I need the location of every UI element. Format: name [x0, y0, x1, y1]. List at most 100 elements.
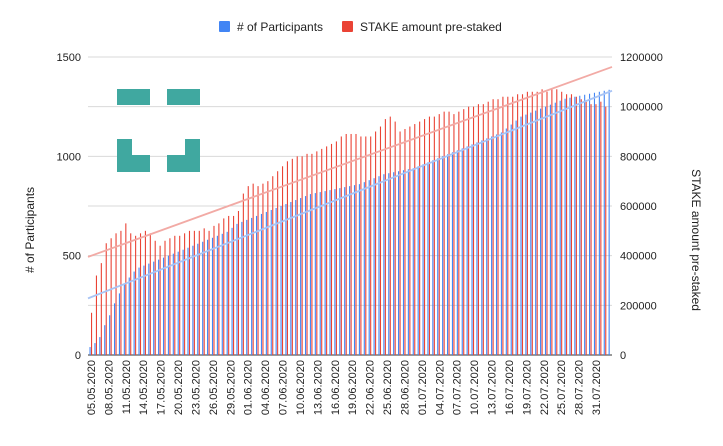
participants-bar	[383, 174, 385, 355]
stake-bar	[169, 238, 171, 355]
participants-bar	[442, 156, 444, 355]
stake-bar	[546, 91, 548, 356]
participants-bar	[461, 148, 463, 355]
right-tick-label: 1000000	[620, 102, 663, 114]
stake-bar	[360, 136, 362, 355]
participants-bar	[158, 259, 160, 355]
participants-bar	[368, 180, 370, 355]
participants-bar	[402, 170, 405, 355]
stake-bar	[414, 124, 416, 355]
stake-bar	[139, 233, 142, 355]
logo-bar-right	[167, 89, 200, 105]
x-tick-label: 28.07.2020	[574, 360, 586, 415]
stake-bar	[350, 133, 352, 355]
stake-bar	[566, 94, 568, 355]
x-tick-label: 31.07.2020	[591, 360, 603, 415]
stake-bar	[384, 119, 386, 355]
participants-bar	[285, 204, 287, 355]
participants-bar	[417, 166, 419, 355]
participants-bar	[466, 146, 468, 355]
stake-bar	[570, 94, 573, 355]
participants-bar	[207, 239, 209, 355]
participants-bar	[265, 211, 267, 355]
stake-bar	[188, 230, 191, 355]
stake-bar	[379, 126, 382, 355]
x-tick-label: 19.07.2020	[521, 360, 533, 415]
participants-bar	[94, 343, 96, 355]
participants-bar	[304, 196, 307, 355]
stake-bar	[208, 230, 210, 355]
stake-bar	[174, 235, 176, 355]
participants-bar	[329, 190, 331, 355]
stake-bar	[242, 193, 244, 355]
series-participants	[89, 89, 610, 356]
stake-bar	[517, 94, 519, 355]
participants-bar	[295, 200, 297, 355]
participants-bar	[486, 138, 488, 355]
legend-label-participants: # of Participants	[237, 20, 323, 34]
participants-bar	[569, 97, 571, 355]
stake-bar	[262, 183, 264, 355]
participants-bar	[451, 152, 453, 355]
participants-bar	[373, 178, 375, 355]
participants-bar	[505, 128, 507, 355]
participants-bar	[172, 253, 174, 355]
logo-corner-right	[167, 139, 200, 172]
x-tick-label: 04.07.2020	[434, 360, 446, 415]
participants-bar	[525, 114, 527, 355]
stake-bar	[389, 116, 391, 355]
x-tick-label: 01.07.2020	[417, 360, 429, 415]
stake-bar	[149, 233, 151, 355]
participants-bar	[182, 249, 184, 355]
participants-bar	[515, 120, 517, 355]
participants-bar	[339, 188, 341, 355]
right-axis-title: STAKE amount pre-staked	[689, 169, 703, 311]
x-tick-label: 22.07.2020	[539, 360, 551, 415]
left-tick-label: 500	[63, 251, 81, 263]
x-tick-label: 13.07.2020	[487, 360, 499, 415]
participants-bar	[128, 277, 130, 355]
stake-bar	[115, 233, 117, 355]
x-tick-label: 25.07.2020	[556, 360, 568, 415]
participants-bar	[603, 90, 605, 356]
participants-bar	[363, 182, 365, 355]
stake-bar	[154, 240, 156, 355]
stake-bar	[198, 230, 200, 355]
stake-bar	[468, 106, 470, 355]
participants-bar	[554, 102, 556, 355]
stake-bar	[203, 228, 205, 355]
participants-bar	[544, 106, 547, 355]
stake-trendline	[87, 66, 613, 258]
participants-bar	[113, 303, 116, 355]
stake-bar	[424, 119, 426, 355]
x-tick-label: 10.06.2020	[295, 360, 307, 415]
stake-bar	[536, 91, 538, 356]
stake-bar	[561, 91, 563, 356]
x-tick-label: 04.06.2020	[260, 360, 272, 415]
legend-swatch-stake	[342, 21, 353, 32]
logo-bar-left	[117, 89, 150, 105]
participants-bar	[123, 283, 125, 355]
stake-bar	[458, 111, 460, 355]
x-tick-label: 20.05.2020	[173, 360, 185, 415]
stake-bar	[443, 111, 445, 355]
stake-bar	[492, 99, 494, 355]
stake-bar	[213, 225, 215, 355]
stake-bar	[355, 133, 357, 355]
participants-bar	[520, 116, 522, 355]
participants-bar	[559, 100, 561, 356]
stake-bar	[404, 129, 406, 355]
participants-bar	[236, 223, 238, 355]
participants-bar	[530, 112, 532, 355]
stake-bar	[316, 151, 318, 355]
stake-bar	[267, 181, 269, 355]
participants-bar	[280, 206, 282, 355]
participants-bar	[344, 187, 346, 355]
participants-bar	[153, 261, 155, 355]
participants-bar	[334, 189, 336, 355]
stake-bar	[193, 230, 195, 355]
right-tick-label: 800000	[620, 151, 657, 163]
participants-bar	[608, 89, 610, 355]
x-tick-label: 07.07.2020	[452, 360, 464, 415]
right-tick-label: 0	[620, 350, 626, 362]
